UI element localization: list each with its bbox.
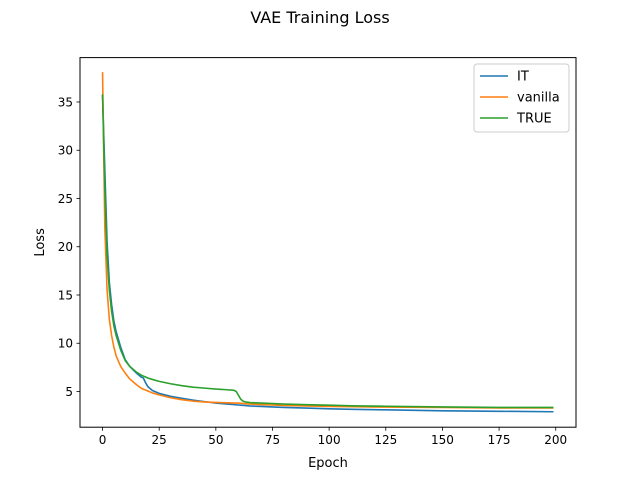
x-tick-label: 100 [318,433,341,447]
x-tick-label: 0 [99,433,107,447]
y-tick-label: 35 [58,95,73,109]
x-tick-label: 175 [488,433,511,447]
x-axis-label: Epoch [308,456,348,471]
series-line-vanilla [101,72,554,409]
y-tick-label: 5 [65,385,73,399]
x-tick-label: 75 [265,433,280,447]
chart-title: VAE Training Loss [250,8,389,27]
y-tick-label: 15 [58,288,73,302]
y-tick-label: 20 [58,240,73,254]
legend-label-true: TRUE [516,112,552,127]
x-tick-label: 50 [208,433,223,447]
y-tick-label: 25 [58,192,73,206]
series-line-it [101,95,554,413]
x-tick-label: 150 [431,433,454,447]
legend-box [473,63,570,133]
x-tick-label: 200 [544,433,567,447]
ticks-layer: 0 25 50 75 100 125 150 175 200 5 10 15 20 25 30 35 [58,95,567,447]
legend: IT vanilla TRUE [473,63,570,133]
y-tick-label: 30 [58,144,73,158]
plot-frame [79,57,577,428]
y-axis-label: Loss [33,228,48,257]
series-line-true [101,94,554,409]
y-tick-label: 10 [58,337,73,351]
lines-layer [101,72,554,413]
x-tick-label: 125 [374,433,397,447]
legend-label-it: IT [517,70,529,85]
legend-label-vanilla: vanilla [517,91,560,106]
x-tick-label: 25 [152,433,167,447]
